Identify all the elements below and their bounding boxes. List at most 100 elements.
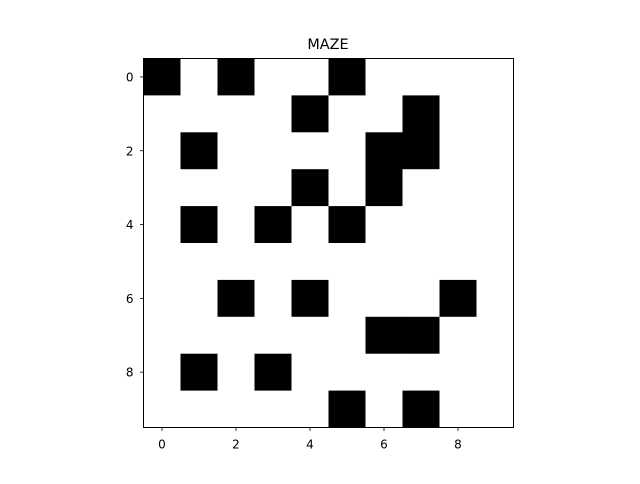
open-cell [439, 390, 477, 428]
open-cell [402, 58, 440, 96]
x-tick-label: 6 [380, 438, 388, 452]
open-cell [254, 132, 292, 170]
x-tick-label: 4 [306, 438, 314, 452]
open-cell [476, 58, 514, 96]
wall-cell [254, 353, 292, 391]
open-cell [476, 243, 514, 281]
open-cell [439, 95, 477, 133]
wall-cell [328, 206, 366, 244]
open-cell [291, 132, 329, 170]
y-tick-label: 0 [126, 70, 134, 84]
open-cell [476, 169, 514, 207]
wall-cell [217, 58, 255, 96]
open-cell [328, 353, 366, 391]
wall-cell [328, 58, 366, 96]
open-cell [143, 279, 181, 318]
open-cell [291, 206, 329, 244]
open-cell [476, 206, 514, 244]
open-cell [328, 169, 366, 207]
open-cell [365, 58, 403, 96]
open-cell [254, 169, 292, 207]
wall-cell [402, 390, 440, 428]
open-cell [254, 95, 292, 133]
open-cell [365, 243, 403, 281]
y-tick-label: 8 [126, 366, 134, 380]
wall-cell [402, 316, 440, 355]
wall-cell [180, 206, 218, 244]
open-cell [143, 169, 181, 207]
open-cell [254, 390, 292, 428]
open-cell [143, 132, 181, 170]
chart-title: MAZE [307, 37, 348, 53]
wall-cell [291, 279, 329, 318]
open-cell [180, 279, 218, 318]
wall-cell [439, 279, 477, 318]
wall-cell [217, 279, 255, 318]
wall-cell [365, 132, 403, 170]
plot-frame [143, 58, 514, 428]
open-cell [217, 243, 255, 281]
open-cell [439, 316, 477, 355]
open-cell [180, 316, 218, 355]
wall-cell [180, 353, 218, 391]
wall-cell [402, 95, 440, 133]
open-cell [476, 132, 514, 170]
open-cell [439, 243, 477, 281]
wall-cell [365, 169, 403, 207]
open-cell [476, 353, 514, 391]
open-cell [328, 95, 366, 133]
open-cell [328, 132, 366, 170]
open-cell [402, 169, 440, 207]
y-tick-label: 4 [126, 218, 134, 232]
open-cell [439, 206, 477, 244]
open-cell [254, 243, 292, 281]
open-cell [254, 316, 292, 355]
open-cell [143, 243, 181, 281]
open-cell [365, 95, 403, 133]
open-cell [439, 132, 477, 170]
open-cell [217, 169, 255, 207]
x-tick-label: 8 [454, 438, 462, 452]
open-cell [180, 243, 218, 281]
y-tick-label: 2 [126, 144, 134, 158]
open-cell [439, 353, 477, 391]
open-cell [328, 316, 366, 355]
open-cell [217, 316, 255, 355]
open-cell [217, 206, 255, 244]
open-cell [365, 279, 403, 318]
open-cell [143, 95, 181, 133]
open-cell [402, 206, 440, 244]
open-cell [291, 316, 329, 355]
open-cell [180, 95, 218, 133]
open-cell [143, 390, 181, 428]
open-cell [291, 390, 329, 428]
x-axis: 0 2 4 6 8 [158, 427, 462, 452]
open-cell [402, 243, 440, 281]
x-tick-label: 2 [232, 438, 240, 452]
x-tick-label: 0 [158, 438, 166, 452]
open-cell [439, 169, 477, 207]
open-cell [365, 353, 403, 391]
open-cell [291, 353, 329, 391]
maze-cells [143, 58, 514, 428]
open-cell [365, 390, 403, 428]
open-cell [365, 206, 403, 244]
open-cell [402, 353, 440, 391]
open-cell [254, 279, 292, 318]
open-cell [328, 243, 366, 281]
open-cell [217, 95, 255, 133]
open-cell [180, 390, 218, 428]
wall-cell [291, 169, 329, 207]
y-axis: 0 2 4 6 8 [126, 70, 144, 380]
open-cell [476, 390, 514, 428]
open-cell [143, 206, 181, 244]
open-cell [402, 279, 440, 318]
open-cell [328, 279, 366, 318]
y-tick-label: 6 [126, 292, 134, 306]
open-cell [291, 58, 329, 96]
wall-cell [402, 132, 440, 170]
open-cell [291, 243, 329, 281]
open-cell [217, 353, 255, 391]
